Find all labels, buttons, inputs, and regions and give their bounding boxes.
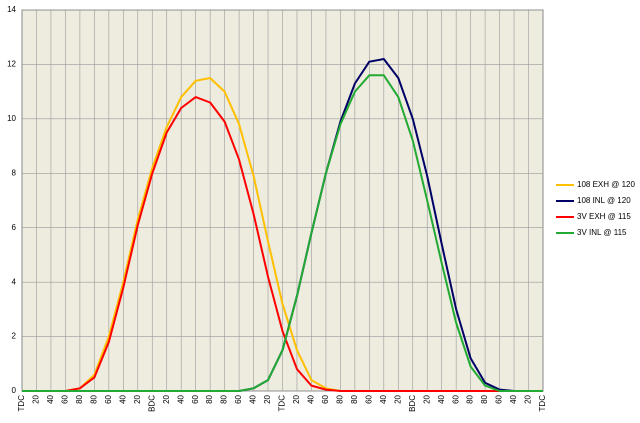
y-tick-label: 2 — [12, 332, 17, 341]
x-tick-label: TDC — [17, 395, 26, 412]
x-tick-label: 60 — [191, 394, 200, 403]
x-tick-label: 80 — [480, 394, 489, 403]
x-tick-label: 20 — [162, 394, 171, 403]
x-tick-label: 40 — [379, 394, 388, 403]
x-tick-label: TDC — [538, 395, 547, 412]
x-tick-label: 80 — [220, 394, 229, 403]
y-tick-label: 0 — [12, 386, 17, 395]
y-tick-label: 10 — [7, 114, 16, 123]
x-tick-label: 60 — [451, 394, 460, 403]
x-tick-label: 20 — [422, 394, 431, 403]
y-tick-label: 4 — [12, 277, 17, 286]
legend-label: 3V EXH @ 115 — [577, 212, 631, 221]
x-tick-label: 20 — [32, 394, 41, 403]
legend-label: 3V INL @ 115 — [577, 228, 627, 237]
line-series — [22, 96, 543, 392]
y-tick-label: 14 — [7, 5, 16, 14]
x-tick-label: 60 — [364, 394, 373, 403]
x-tick-label: 60 — [321, 394, 330, 403]
x-tick-label: 60 — [104, 394, 113, 403]
x-tick-label: 60 — [495, 394, 504, 403]
x-tick-label: 80 — [466, 394, 475, 403]
x-tick-label: 80 — [89, 394, 98, 403]
x-tick-label: 80 — [75, 394, 84, 403]
x-tick-label: 40 — [46, 394, 55, 403]
x-tick-label: 40 — [176, 394, 185, 403]
y-tick-label: 12 — [7, 60, 16, 69]
x-tick-label: 20 — [524, 394, 533, 403]
x-tick-label: 60 — [61, 394, 70, 403]
x-tick-label: 20 — [393, 394, 402, 403]
x-tick-label: 40 — [437, 394, 446, 403]
x-tick-label: 80 — [205, 394, 214, 403]
x-tick-label: 40 — [307, 394, 316, 403]
x-tick-label: TDC — [278, 395, 287, 412]
x-tick-label: 40 — [118, 394, 127, 403]
x-tick-label: 40 — [249, 394, 258, 403]
x-tick-label: 20 — [292, 394, 301, 403]
legend-label: 108 INL @ 120 — [577, 196, 631, 205]
line-series — [22, 74, 543, 392]
x-tick-label: 80 — [350, 394, 359, 403]
x-tick-label: 20 — [133, 394, 142, 403]
x-tick-label: 40 — [509, 394, 518, 403]
y-tick-label: 8 — [12, 168, 17, 177]
x-tick-label: BDC — [147, 395, 156, 412]
y-tick-label: 6 — [12, 223, 17, 232]
x-tick-label: 80 — [335, 394, 344, 403]
legend-label: 108 EXH @ 120 — [577, 180, 635, 189]
x-tick-label: 60 — [234, 394, 243, 403]
x-tick-label: 20 — [263, 394, 272, 403]
x-tick-label: BDC — [408, 395, 417, 412]
